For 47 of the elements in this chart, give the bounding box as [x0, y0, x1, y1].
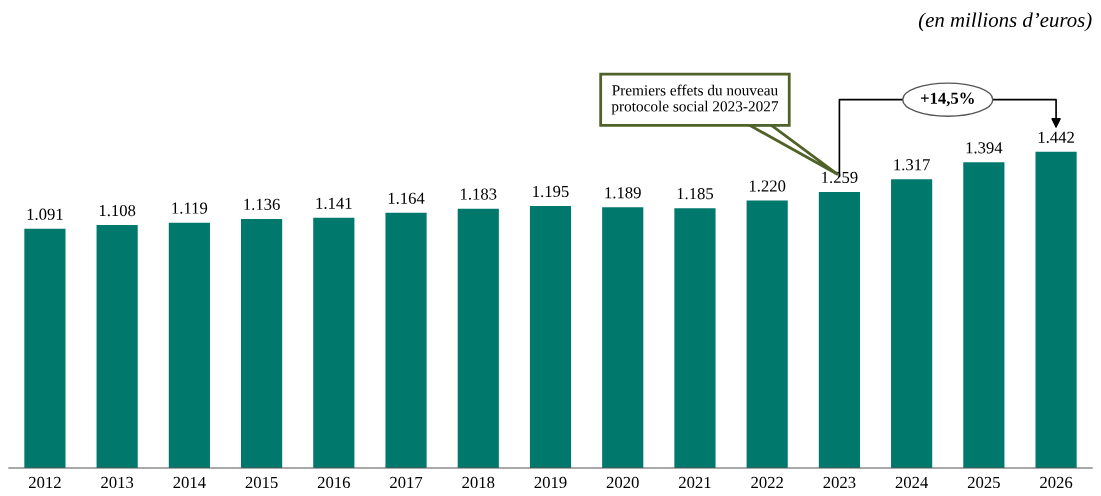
- x-tick-label: 2014: [173, 476, 206, 489]
- data-label: 1.442: [1038, 131, 1074, 143]
- x-tick-label: 2023: [823, 476, 856, 489]
- bar: [1035, 151, 1077, 468]
- bar: [674, 208, 716, 468]
- data-label: 1.091: [27, 208, 63, 220]
- x-tick-label: 2015: [245, 476, 278, 489]
- data-label: 1.183: [460, 188, 497, 200]
- data-label: 1.317: [894, 159, 930, 171]
- x-tick-label: 2025: [967, 476, 1000, 489]
- bar: [746, 200, 788, 468]
- bar: [457, 208, 499, 468]
- bar: [24, 228, 66, 468]
- x-tick-label: 2019: [534, 476, 567, 489]
- bar: [241, 218, 283, 468]
- x-tick-label: 2026: [1040, 476, 1073, 489]
- x-tick-label: 2013: [101, 476, 134, 489]
- bar: [891, 179, 933, 468]
- text: Premiers effets du nouveau protocole social 2023-2027: [611, 84, 779, 115]
- x-tick-label: 2020: [606, 476, 639, 489]
- data-label: 1.220: [749, 180, 786, 192]
- data-label: 1.119: [172, 202, 208, 214]
- data-label: 1.185: [677, 188, 714, 200]
- bar: [963, 162, 1005, 468]
- bar: [385, 212, 427, 468]
- bar: [168, 222, 210, 468]
- data-label: 1.108: [99, 204, 136, 217]
- x-tick-label: 2021: [679, 476, 711, 489]
- x-tick-label: 2022: [751, 476, 783, 489]
- x-tick-label: 2016: [317, 476, 350, 489]
- x-tick-label: 2024: [895, 476, 929, 489]
- data-label: 1.164: [388, 192, 425, 204]
- data-label: 1.394: [966, 142, 1003, 154]
- x-tick-label: 2018: [462, 476, 495, 489]
- data-label: 1.189: [605, 187, 641, 199]
- bar: [529, 206, 572, 468]
- x-tick-label: 2012: [28, 476, 61, 489]
- bar: [818, 191, 860, 468]
- data-label: 1.136: [244, 198, 280, 211]
- bar: [602, 207, 644, 468]
- x-tick-label: 2017: [390, 476, 423, 489]
- bar: [96, 225, 138, 468]
- text: +14,5%: [920, 92, 974, 107]
- bar: [313, 217, 355, 468]
- data-label: 1.195: [533, 185, 569, 198]
- text: (en millions d’euros): [918, 12, 1092, 32]
- data-label: 1.141: [316, 197, 352, 209]
